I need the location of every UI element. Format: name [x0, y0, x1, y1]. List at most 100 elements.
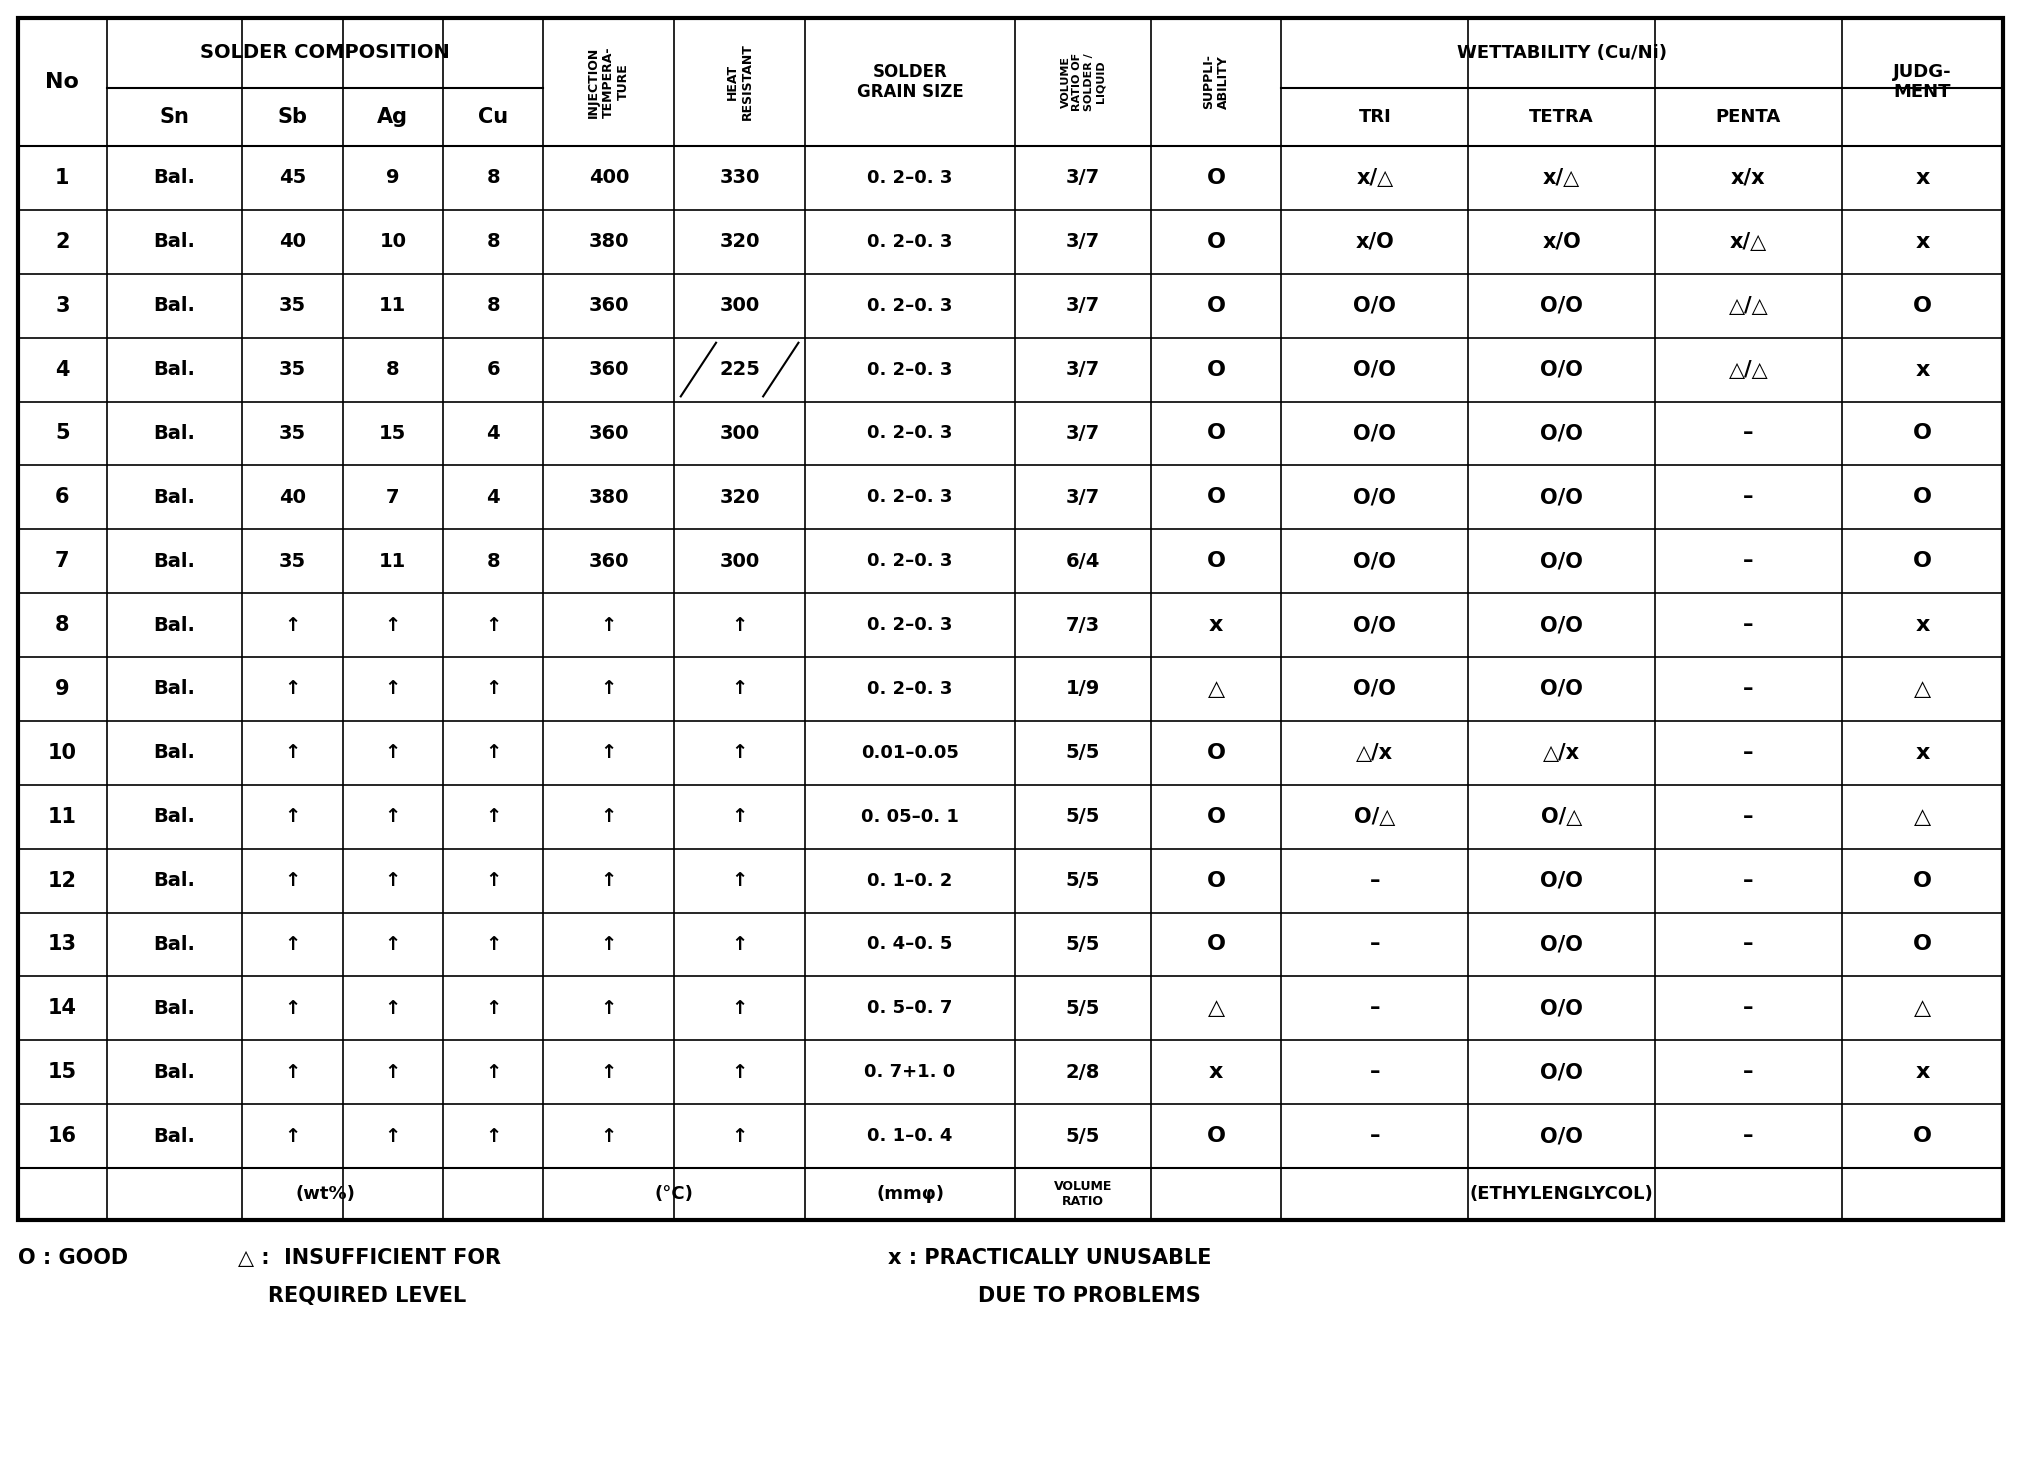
Text: 320: 320: [719, 233, 760, 252]
Text: 0. 7+1. 0: 0. 7+1. 0: [865, 1063, 956, 1081]
Text: 11: 11: [49, 807, 77, 826]
Text: 225: 225: [719, 360, 760, 379]
Text: x: x: [1916, 233, 1930, 252]
Text: No: No: [44, 73, 79, 92]
Text: ↑: ↑: [732, 871, 748, 890]
Text: Bal.: Bal.: [154, 360, 196, 379]
Text: x/O: x/O: [1542, 233, 1580, 252]
Text: 1/9: 1/9: [1065, 680, 1099, 699]
Text: ↑: ↑: [384, 807, 400, 826]
Text: 10: 10: [380, 233, 406, 252]
Text: 15: 15: [49, 1062, 77, 1083]
Text: –: –: [1744, 1126, 1754, 1146]
Text: 0. 2–0. 3: 0. 2–0. 3: [867, 296, 952, 314]
Text: x/O: x/O: [1356, 233, 1394, 252]
Text: ↑: ↑: [732, 998, 748, 1017]
Text: 0. 2–0. 3: 0. 2–0. 3: [867, 489, 952, 507]
Text: x : PRACTICALLY UNUSABLE: x : PRACTICALLY UNUSABLE: [887, 1248, 1211, 1268]
Text: 6: 6: [487, 360, 499, 379]
Text: –: –: [1370, 1126, 1380, 1146]
Text: 8: 8: [55, 615, 69, 635]
Text: TRI: TRI: [1358, 108, 1390, 126]
Text: O/O: O/O: [1354, 551, 1397, 572]
Text: △: △: [1207, 998, 1225, 1019]
Text: –: –: [1744, 678, 1754, 699]
Text: 8: 8: [487, 296, 499, 315]
Text: (mmφ): (mmφ): [875, 1185, 944, 1203]
Text: 8: 8: [487, 233, 499, 252]
Text: O/O: O/O: [1540, 551, 1582, 572]
Text: 7: 7: [55, 551, 69, 572]
Text: O/O: O/O: [1540, 487, 1582, 508]
Text: O: O: [1207, 167, 1225, 188]
Text: x: x: [1916, 615, 1930, 635]
Text: (wt%): (wt%): [295, 1185, 356, 1203]
Text: TETRA: TETRA: [1530, 108, 1595, 126]
Text: O/O: O/O: [1540, 678, 1582, 699]
Text: 40: 40: [279, 487, 305, 507]
Text: ↑: ↑: [485, 998, 501, 1017]
Text: x: x: [1916, 1062, 1930, 1083]
Text: PENTA: PENTA: [1716, 108, 1781, 126]
Text: 16: 16: [49, 1126, 77, 1146]
Text: ↑: ↑: [600, 998, 616, 1017]
Text: –: –: [1744, 807, 1754, 826]
Text: 3/7: 3/7: [1065, 487, 1099, 507]
Text: x: x: [1209, 615, 1223, 635]
Text: 0. 5–0. 7: 0. 5–0. 7: [867, 1000, 952, 1017]
Text: (ETHYLENGLYCOL): (ETHYLENGLYCOL): [1469, 1185, 1653, 1203]
Text: O: O: [1207, 233, 1225, 252]
Text: △: △: [1914, 678, 1930, 699]
Text: 12: 12: [49, 871, 77, 890]
Text: (°C): (°C): [655, 1185, 693, 1203]
Text: △/△: △/△: [1728, 296, 1768, 315]
Text: DUE TO PROBLEMS: DUE TO PROBLEMS: [978, 1286, 1200, 1306]
Text: 320: 320: [719, 487, 760, 507]
Text: ↑: ↑: [485, 743, 501, 763]
Text: O/O: O/O: [1354, 487, 1397, 508]
Text: 35: 35: [279, 424, 305, 443]
Text: ↑: ↑: [285, 807, 301, 826]
Text: 330: 330: [719, 169, 760, 188]
Text: 0. 2–0. 3: 0. 2–0. 3: [867, 425, 952, 443]
Text: O: O: [1914, 1126, 1932, 1146]
Text: 35: 35: [279, 552, 305, 570]
Text: 7: 7: [386, 487, 400, 507]
Text: Bal.: Bal.: [154, 169, 196, 188]
Text: Bal.: Bal.: [154, 233, 196, 252]
Text: 7/3: 7/3: [1065, 616, 1099, 634]
Text: 3/7: 3/7: [1065, 360, 1099, 379]
Text: ↑: ↑: [485, 807, 501, 826]
Text: 13: 13: [49, 935, 77, 954]
Text: VOLUME
RATIO: VOLUME RATIO: [1053, 1180, 1112, 1208]
Text: 360: 360: [588, 360, 629, 379]
Text: ↑: ↑: [384, 1127, 400, 1146]
Text: 300: 300: [719, 296, 760, 315]
Text: ↑: ↑: [384, 743, 400, 763]
Text: O/O: O/O: [1354, 360, 1397, 379]
Text: 0. 2–0. 3: 0. 2–0. 3: [867, 233, 952, 250]
Text: O/△: O/△: [1540, 807, 1582, 826]
Text: 40: 40: [279, 233, 305, 252]
Text: O: O: [1207, 360, 1225, 379]
Text: ↑: ↑: [285, 998, 301, 1017]
Text: △: △: [1914, 998, 1930, 1019]
Text: 3: 3: [55, 296, 69, 315]
Text: Bal.: Bal.: [154, 296, 196, 315]
Text: 0. 2–0. 3: 0. 2–0. 3: [867, 552, 952, 570]
Text: ↑: ↑: [732, 680, 748, 699]
Text: Cu: Cu: [479, 107, 509, 127]
Text: ↑: ↑: [600, 807, 616, 826]
Text: 360: 360: [588, 424, 629, 443]
Text: 400: 400: [588, 169, 629, 188]
Text: –: –: [1744, 615, 1754, 635]
Text: INJECTION
TEMPERA-
TURE: INJECTION TEMPERA- TURE: [588, 46, 631, 118]
Text: x: x: [1916, 743, 1930, 763]
Text: 3/7: 3/7: [1065, 169, 1099, 188]
Text: 0.01–0.05: 0.01–0.05: [861, 743, 960, 761]
Text: HEAT
RESISTANT: HEAT RESISTANT: [726, 43, 754, 120]
Text: VOLUME
RATIO OF
SOLDER /
LIQUID: VOLUME RATIO OF SOLDER / LIQUID: [1061, 53, 1105, 111]
Text: 0. 2–0. 3: 0. 2–0. 3: [867, 616, 952, 634]
Text: 3/7: 3/7: [1065, 424, 1099, 443]
Text: 5/5: 5/5: [1065, 998, 1099, 1017]
